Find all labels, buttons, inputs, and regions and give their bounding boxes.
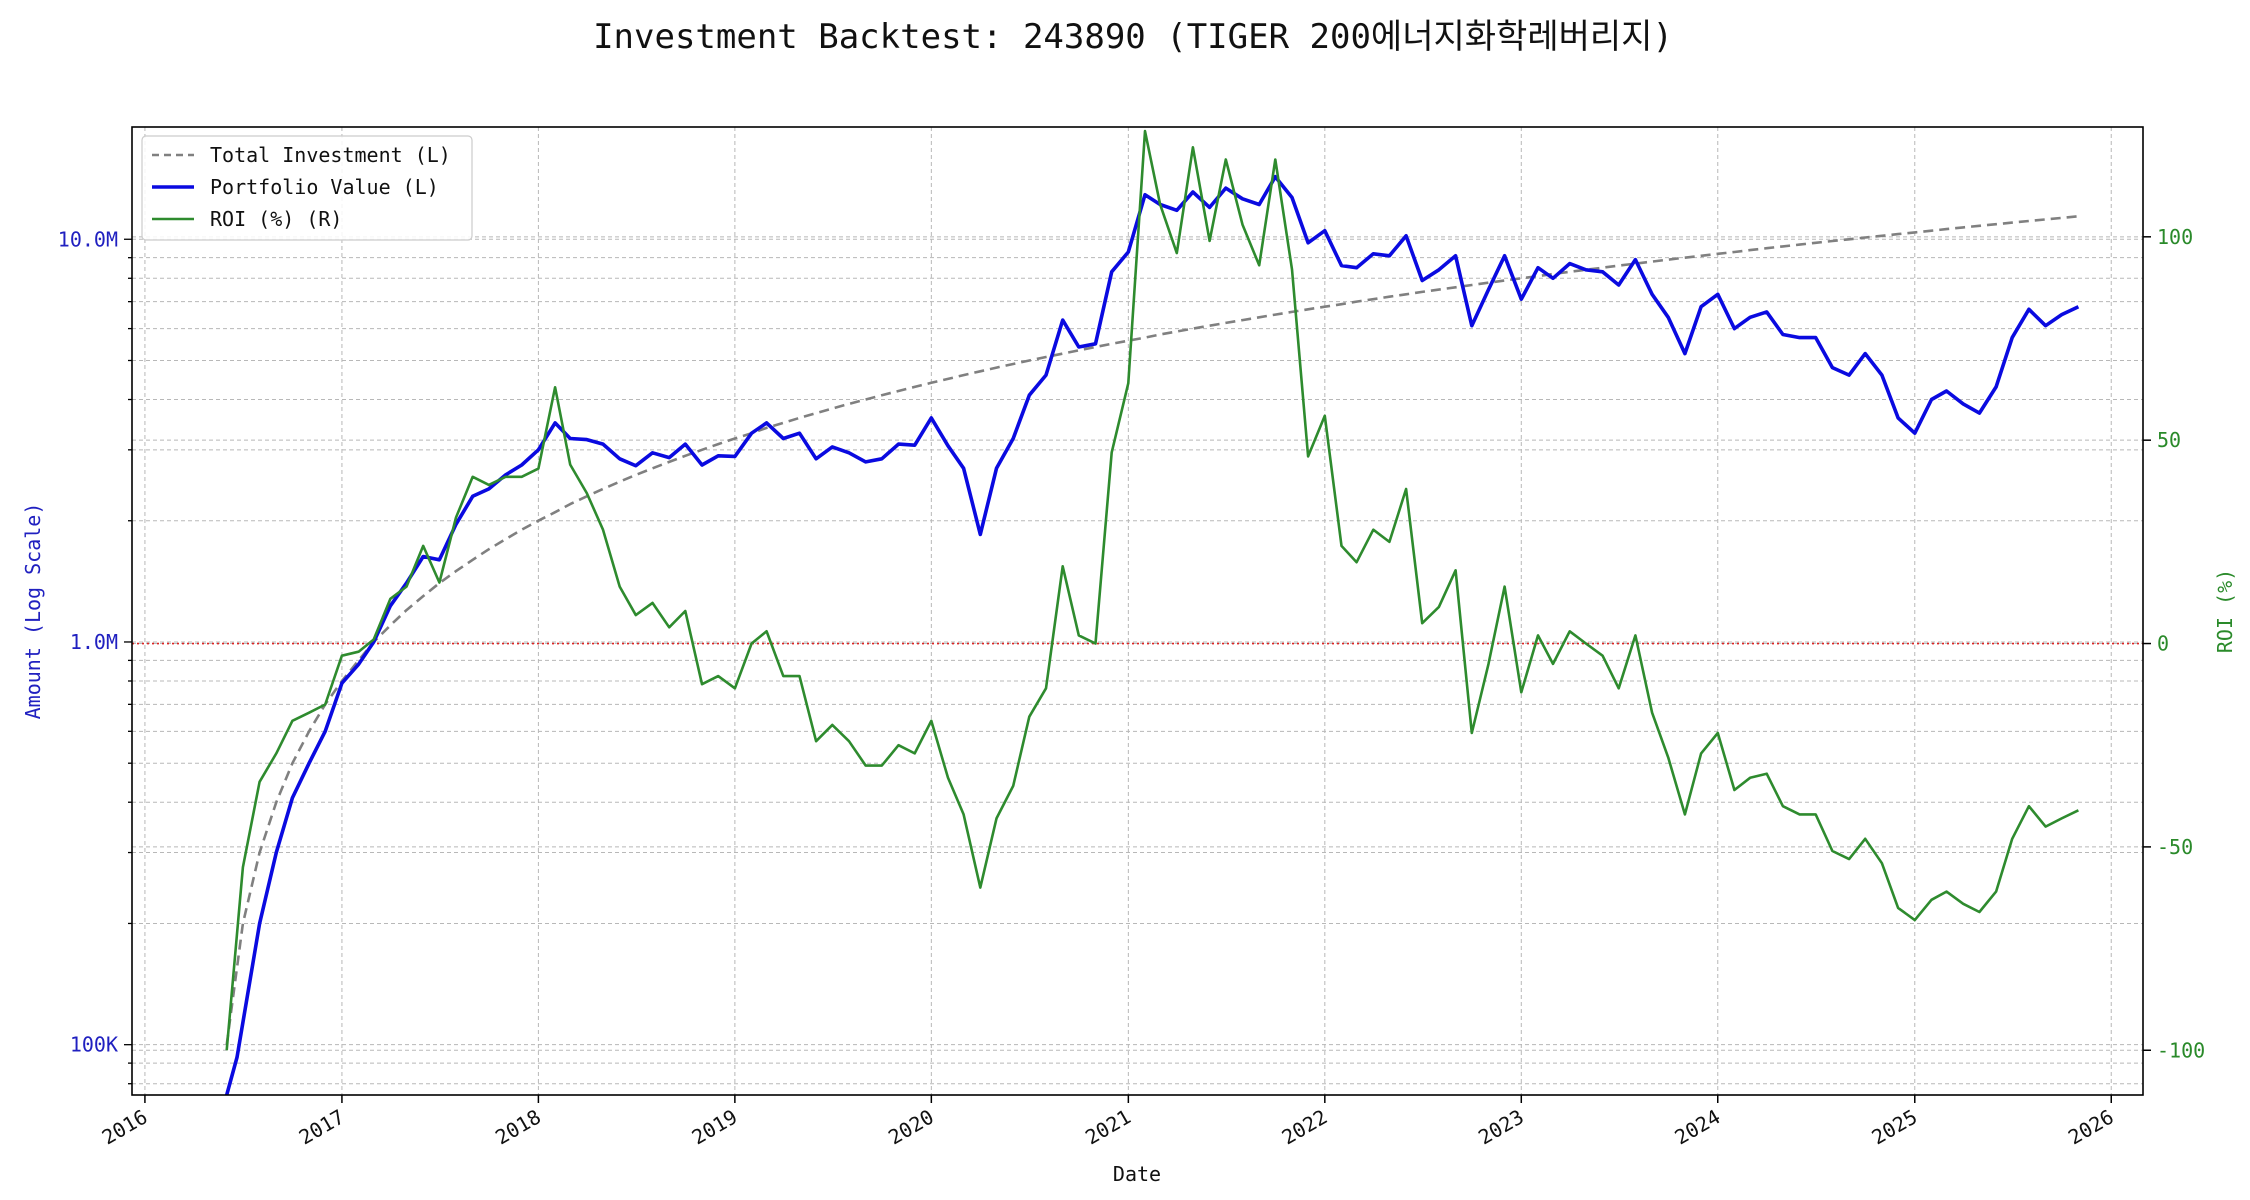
left-tick-label: 10.0M — [58, 227, 118, 251]
x-tick-label: 2021 — [1081, 1105, 1135, 1150]
legend-box — [141, 135, 473, 241]
right-y-axis: 100 50 0 -50 -100 — [2143, 225, 2205, 1062]
x-tick-label: 2025 — [1868, 1105, 1922, 1150]
chart-title: Investment Backtest: 243890 (TIGER 200에너… — [593, 17, 1673, 57]
right-tick-label: 50 — [2157, 428, 2181, 452]
x-axis-label: Date — [1113, 1162, 1161, 1186]
x-tick-label: 2026 — [2064, 1105, 2118, 1150]
right-axis-label: ROI (%) — [2213, 569, 2237, 653]
right-tick-label: -100 — [2157, 1038, 2205, 1062]
x-tick-label: 2017 — [295, 1105, 349, 1150]
left-y-axis: 100K 1.0M 10.0M — [58, 227, 132, 1085]
left-axis-label: Amount (Log Scale) — [21, 503, 45, 720]
grid — [132, 127, 2143, 1095]
x-axis: 2016 2017 2018 2019 2020 2021 2022 2023 2024 2025… — [98, 1095, 2118, 1149]
legend-label: Total Investment (L) — [210, 143, 451, 167]
x-tick-label: 2019 — [688, 1105, 742, 1150]
x-tick-label: 2023 — [1474, 1105, 1528, 1150]
roi-line — [225, 129, 2079, 1051]
legend: Total Investment (L) Portfolio Value (L) R… — [141, 135, 473, 241]
right-tick-label: 0 — [2157, 632, 2169, 656]
x-tick-label: 2022 — [1278, 1105, 1332, 1150]
legend-label: Portfolio Value (L) — [210, 175, 439, 199]
portfolio-value-line — [224, 174, 2080, 1096]
x-tick-label: 2020 — [884, 1105, 938, 1150]
series-lines — [224, 129, 2080, 1096]
plot-frame — [131, 126, 2144, 1096]
x-tick-label: 2018 — [491, 1105, 545, 1150]
x-tick-label: 2016 — [98, 1105, 152, 1150]
legend-label: ROI (%) (R) — [210, 207, 342, 231]
x-tick-label: 2024 — [1671, 1105, 1725, 1150]
right-tick-label: -50 — [2157, 835, 2193, 859]
total-investment-line — [225, 215, 2079, 1045]
left-tick-label: 1.0M — [70, 630, 118, 654]
left-tick-label: 100K — [70, 1033, 118, 1057]
right-tick-label: 100 — [2157, 225, 2193, 249]
